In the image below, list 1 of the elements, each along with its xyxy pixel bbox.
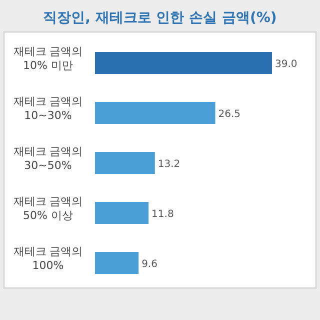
title: 직장인, 재테크로 인한 손실 금액(%) <box>43 10 277 26</box>
